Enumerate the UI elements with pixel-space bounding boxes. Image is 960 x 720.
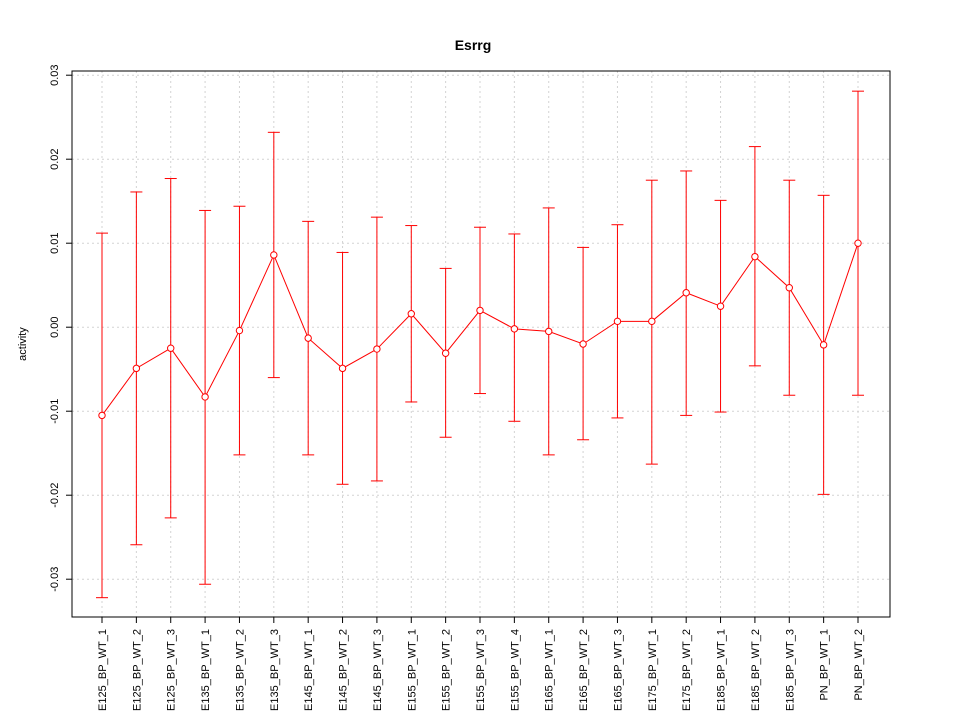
x-tick-label: E145_BP_WT_3 (372, 629, 384, 711)
data-point (648, 317, 656, 326)
y-tick-label: 0.03 (49, 64, 61, 85)
data-point (98, 411, 106, 420)
data-point (407, 310, 415, 318)
x-tick-label: E125_BP_WT_1 (97, 629, 109, 711)
data-point (235, 326, 244, 335)
data-point (338, 364, 347, 373)
data-point (167, 344, 175, 352)
data-point (854, 239, 862, 247)
y-tick-label: 0.02 (49, 148, 61, 169)
data-point (373, 345, 381, 353)
x-tick-label: E155_BP_WT_3 (475, 629, 487, 711)
data-point (304, 334, 312, 342)
data-point (132, 364, 141, 373)
x-tick-label: E185_BP_WT_2 (750, 629, 762, 711)
x-tick-label: E185_BP_WT_1 (716, 629, 728, 711)
x-tick-label: E165_BP_WT_3 (612, 629, 624, 711)
y-tick-label: -0.03 (49, 567, 61, 592)
data-point (819, 341, 828, 349)
data-point (510, 325, 519, 333)
data-point (682, 289, 690, 297)
data-point (613, 317, 622, 326)
x-tick-label: PN_BP_WT_2 (853, 629, 865, 701)
x-tick-label: E185_BP_WT_3 (784, 629, 796, 711)
data-point (545, 327, 553, 336)
data-point (201, 393, 209, 401)
grid (72, 71, 890, 617)
series (98, 239, 862, 420)
y-tick-label: 0.00 (49, 316, 61, 337)
x-tick-label: E145_BP_WT_1 (303, 629, 315, 711)
x-tick-label: E155_BP_WT_4 (509, 629, 521, 711)
plot-frame (71, 70, 891, 618)
x-tick-label: PN_BP_WT_1 (819, 629, 831, 701)
x-tick-label: E125_BP_WT_2 (131, 629, 143, 711)
x-tick-label: E145_BP_WT_2 (338, 629, 350, 711)
x-tick-label: E135_BP_WT_3 (269, 629, 281, 711)
x-axis: E125_BP_WT_1 E125_BP_WT_2 E125_BP_WT_3 E135… (97, 617, 865, 711)
x-tick-label: E175_BP_WT_2 (681, 629, 693, 711)
y-tick-label: -0.02 (49, 483, 61, 508)
data-point (751, 252, 759, 261)
x-tick-label: E165_BP_WT_1 (544, 629, 556, 711)
x-tick-label: E125_BP_WT_3 (166, 629, 178, 711)
chart-title: Esrrg (455, 37, 492, 53)
y-tick-label: 0.01 (49, 232, 61, 253)
y-axis-label: activity (17, 327, 29, 361)
data-point (716, 302, 725, 310)
y-axis: -0.03 -0.02 -0.01 0.00 0.01 0.02 0.03 (49, 64, 72, 592)
x-tick-label: E135_BP_WT_1 (200, 629, 212, 711)
data-point (785, 284, 793, 292)
y-tick-label: -0.01 (49, 399, 61, 424)
x-tick-label: E165_BP_WT_2 (578, 629, 590, 711)
data-point (441, 349, 450, 357)
x-tick-label: E155_BP_WT_2 (441, 629, 453, 711)
data-point (579, 340, 587, 348)
data-point (270, 251, 278, 259)
data-point (476, 306, 484, 315)
x-tick-label: E155_BP_WT_1 (406, 629, 418, 711)
x-tick-label: E135_BP_WT_2 (234, 629, 246, 711)
x-tick-label: E175_BP_WT_1 (647, 629, 659, 711)
